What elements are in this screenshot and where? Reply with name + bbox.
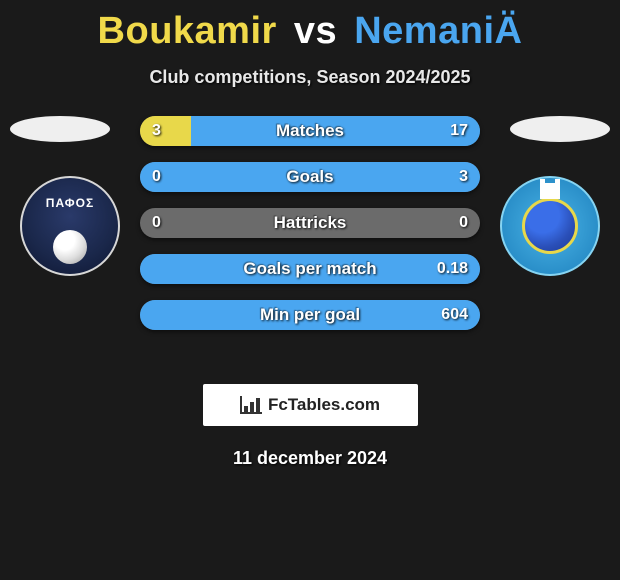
stat-row: Goals per match 0.18 <box>140 254 480 284</box>
stat-row: 0 Hattricks 0 <box>140 208 480 238</box>
castle-icon <box>540 183 560 199</box>
crest-banner: NK CMC PUBLIKUM <box>505 274 595 276</box>
stat-value-left: 3 <box>152 122 161 140</box>
vs-text: vs <box>294 10 337 52</box>
stat-value-left: 0 <box>152 214 161 232</box>
stat-label: Goals <box>286 167 333 187</box>
stat-row: 0 Goals 3 <box>140 162 480 192</box>
ball-icon <box>522 198 578 254</box>
stat-label: Goals per match <box>243 259 376 279</box>
player1-crest <box>20 176 120 276</box>
stat-value-right: 17 <box>450 122 468 140</box>
stat-value-left: 0 <box>152 168 161 186</box>
player2-marker <box>510 116 610 142</box>
player2-name: NemaniÄ <box>354 10 522 52</box>
stat-bars: 3 Matches 17 0 Goals 3 0 Hattricks 0 Goals per ma… <box>140 116 480 346</box>
stat-label: Matches <box>276 121 344 141</box>
comparison-area: NK CMC PUBLIKUM 3 Matches 17 0 Goals 3 0 Hattri… <box>0 116 620 376</box>
stat-row: Min per goal 604 <box>140 300 480 330</box>
stat-row: 3 Matches 17 <box>140 116 480 146</box>
date-text: 11 december 2024 <box>0 448 620 469</box>
stat-value-right: 0.18 <box>437 260 468 278</box>
stat-value-right: 3 <box>459 168 468 186</box>
subtitle: Club competitions, Season 2024/2025 <box>0 67 620 88</box>
player1-marker <box>10 116 110 142</box>
ball-icon <box>53 230 87 264</box>
stat-value-right: 604 <box>441 306 468 324</box>
chart-icon <box>240 396 262 414</box>
stat-fill-left <box>140 116 191 146</box>
page-title: Boukamir vs NemaniÄ <box>0 0 620 53</box>
source-logo: FcTables.com <box>203 384 418 426</box>
logo-text: FcTables.com <box>268 395 380 415</box>
player1-name: Boukamir <box>98 10 277 52</box>
player2-crest: NK CMC PUBLIKUM <box>500 176 600 276</box>
stat-label: Min per goal <box>260 305 360 325</box>
stat-label: Hattricks <box>274 213 347 233</box>
stat-value-right: 0 <box>459 214 468 232</box>
